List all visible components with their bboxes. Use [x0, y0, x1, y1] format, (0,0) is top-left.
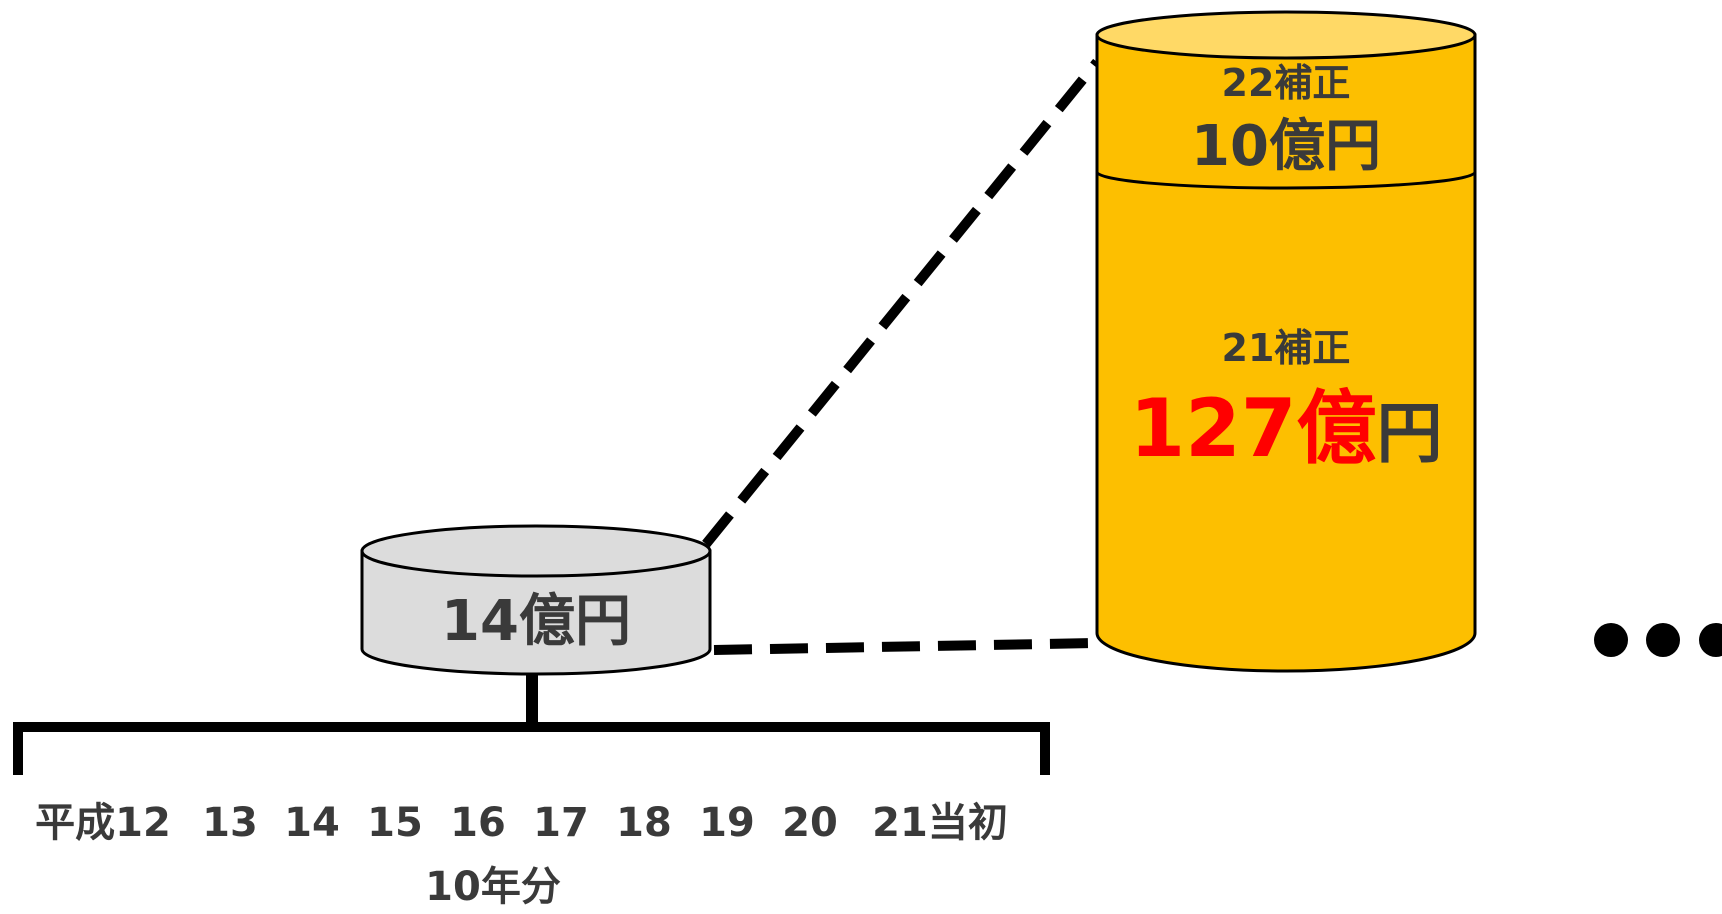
continuation-dot — [1594, 623, 1628, 657]
year-label: 17 — [533, 800, 589, 846]
large-cylinder: 22補正 10億円 21補正 127億円 — [1095, 10, 1477, 673]
small-cylinder-top — [360, 524, 712, 578]
year-label: 14 — [284, 800, 340, 846]
bottom-segment-amount-number: 127億 — [1130, 382, 1377, 475]
large-cylinder-body — [1095, 33, 1477, 673]
year-label: 平成12 — [35, 800, 171, 846]
bottom-segment-caption: 21補正 — [1222, 326, 1351, 370]
bottom-segment-amount-unit: 円 — [1377, 395, 1443, 472]
timeline-labels: 平成12 13 14 15 16 17 18 19 20 21当初 10年分 — [35, 800, 1008, 910]
bottom-segment-amount: 127億円 — [1130, 382, 1443, 475]
year-label: 21当初 — [872, 800, 1008, 846]
year-label: 13 — [202, 800, 258, 846]
top-segment-caption: 22補正 — [1222, 61, 1351, 105]
timeline-bracket — [13, 674, 1050, 775]
small-cylinder-body — [360, 549, 712, 676]
connector-line-top — [702, 58, 1101, 548]
continuation-dot — [1699, 623, 1722, 657]
year-label: 16 — [450, 800, 506, 846]
small-cylinder-label: 14億円 — [441, 589, 631, 654]
large-cylinder-top — [1095, 10, 1477, 60]
continuation-dot — [1646, 623, 1680, 657]
year-label: 18 — [616, 800, 672, 846]
year-label: 19 — [699, 800, 755, 846]
connector-line-bottom — [713, 638, 1098, 655]
small-cylinder: 14億円 — [360, 524, 712, 676]
top-segment-amount: 10億円 — [1191, 114, 1381, 179]
year-label: 20 — [782, 800, 838, 846]
bracket-line — [13, 722, 1050, 775]
timeline-caption: 10年分 — [425, 864, 561, 910]
continuation-dots — [1594, 623, 1722, 657]
large-cylinder-segment-divider — [1095, 171, 1477, 190]
year-label: 15 — [367, 800, 423, 846]
